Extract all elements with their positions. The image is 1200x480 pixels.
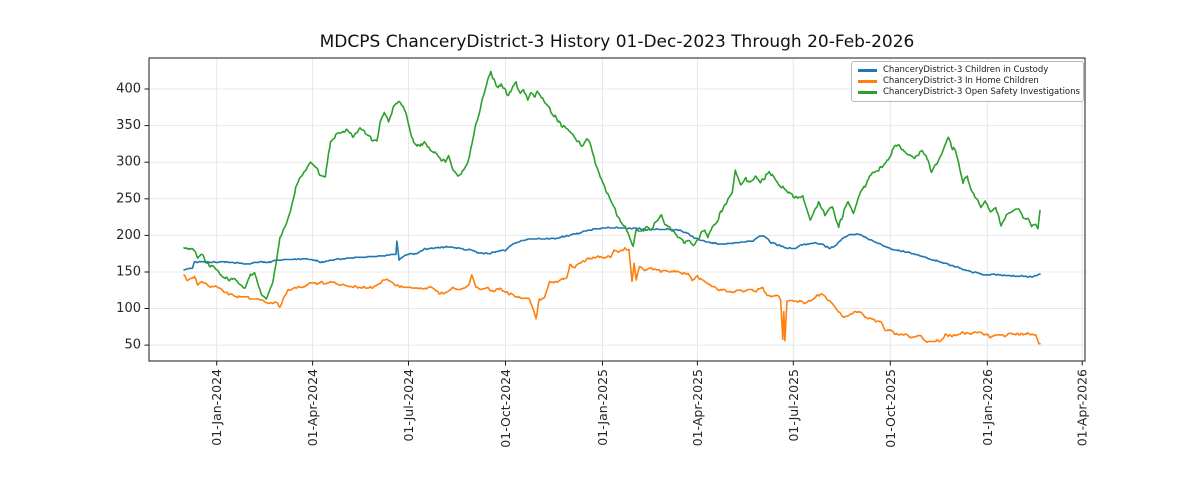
legend-item-open-safety-investigations: ChanceryDistrict-3 Open Safety Investiga…: [858, 87, 1080, 98]
legend-item-in-home-children: ChanceryDistrict-3 In Home Children: [858, 77, 1077, 86]
svg-text:200: 200: [116, 228, 141, 243]
svg-text:01-Oct-2025: 01-Oct-2025: [883, 369, 898, 448]
svg-text:01-Jul-2024: 01-Jul-2024: [401, 369, 416, 442]
legend-swatch-children-in-custody: [858, 69, 877, 72]
svg-text:01-Apr-2024: 01-Apr-2024: [305, 369, 320, 446]
svg-text:400: 400: [116, 82, 141, 97]
legend-label-open-safety-investigations: ChanceryDistrict-3 Open Safety Investiga…: [883, 87, 1080, 98]
legend: ChanceryDistrict-3 Children in Custody C…: [851, 61, 1084, 102]
svg-text:50: 50: [124, 338, 141, 353]
svg-text:01-Jan-2024: 01-Jan-2024: [209, 369, 224, 446]
svg-text:01-Apr-2025: 01-Apr-2025: [690, 369, 705, 446]
chart-title: MDCPS ChanceryDistrict-3 History 01-Dec-…: [319, 32, 915, 52]
svg-text:150: 150: [116, 265, 141, 280]
svg-text:01-Jul-2025: 01-Jul-2025: [786, 369, 801, 442]
svg-text:01-Oct-2024: 01-Oct-2024: [498, 369, 513, 448]
legend-item-children-in-custody: ChanceryDistrict-3 Children in Custody: [858, 66, 1077, 75]
svg-text:250: 250: [116, 191, 141, 206]
legend-label-in-home-children: ChanceryDistrict-3 In Home Children: [883, 76, 1039, 87]
svg-text:01-Jan-2026: 01-Jan-2026: [980, 369, 995, 446]
svg-text:300: 300: [116, 155, 141, 170]
svg-text:01-Apr-2026: 01-Apr-2026: [1075, 369, 1090, 446]
legend-label-children-in-custody: ChanceryDistrict-3 Children in Custody: [883, 65, 1049, 76]
svg-text:100: 100: [116, 301, 141, 316]
legend-swatch-in-home-children: [858, 80, 877, 83]
legend-swatch-open-safety-investigations: [858, 91, 877, 94]
svg-text:350: 350: [116, 118, 141, 133]
svg-text:01-Jan-2025: 01-Jan-2025: [595, 369, 610, 446]
